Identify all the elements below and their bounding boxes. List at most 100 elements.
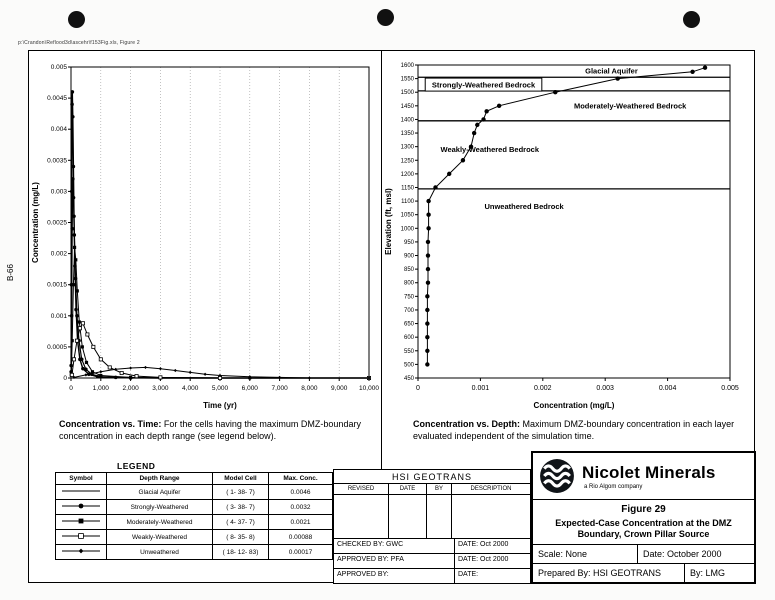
svg-text:0.005: 0.005 xyxy=(51,64,68,71)
legend-symbol-cell xyxy=(55,529,107,545)
svg-text:1100: 1100 xyxy=(401,199,415,205)
svg-text:Weakly-Weathered Bedrock: Weakly-Weathered Bedrock xyxy=(441,145,540,154)
nicolet-waves-logo-icon xyxy=(540,459,574,493)
svg-text:2,000: 2,000 xyxy=(122,385,139,392)
svg-text:1600: 1600 xyxy=(401,63,415,69)
svg-text:1400: 1400 xyxy=(401,117,415,123)
svg-text:8,000: 8,000 xyxy=(301,385,318,392)
legend-model-cell: ( 3- 38- 7) xyxy=(212,499,269,515)
legend-max-conc: 0.0046 xyxy=(268,484,333,500)
caption-concentration-vs-time: Concentration vs. Time: For the cells ha… xyxy=(59,419,361,442)
svg-text:0.003: 0.003 xyxy=(51,188,68,195)
svg-text:0.0025: 0.0025 xyxy=(47,220,67,227)
concentration-vs-time-chart: 0 1,000 2,000 3,000 4,000 5,000 6,000 7,000 8,00… xyxy=(31,64,379,410)
legend-model-cell: ( 4- 37- 7) xyxy=(212,514,269,530)
legend-header-max-conc: Max. Conc. xyxy=(268,472,333,485)
figure-sheet: 0 1,000 2,000 3,000 4,000 5,000 6,000 7,000 8,00… xyxy=(28,50,756,584)
concentration-vs-depth-chart: 0 0.001 0.002 0.003 0.004 0.005 450 500 550 600 65… xyxy=(384,63,739,410)
svg-text:600: 600 xyxy=(404,335,415,341)
col-by: BY xyxy=(427,484,452,495)
caption-lead: Concentration vs. Time: xyxy=(59,419,162,429)
legend-depth-range: Moderately-Weathered xyxy=(106,514,213,530)
series-symbol-icon xyxy=(62,503,100,509)
svg-text:0.002: 0.002 xyxy=(534,385,552,392)
col-revised: REVISED xyxy=(334,484,389,495)
svg-text:450: 450 xyxy=(404,376,415,382)
prepared-by-value: Prepared By: HSI GEOTRANS xyxy=(533,564,685,584)
legend-header-symbol: Symbol xyxy=(55,472,107,485)
svg-text:Glacial Aquifer: Glacial Aquifer xyxy=(585,67,638,76)
svg-text:500: 500 xyxy=(404,362,415,368)
legend-table: Symbol Depth Range Model Cell Max. Conc.… xyxy=(55,472,333,560)
hsi-geotrans-title-block: HSI GEOTRANS REVISED DATE BY DESCRIPTION… xyxy=(333,469,531,584)
caption-text: Maximum DMZ-boundary concentration in ea… xyxy=(413,419,735,441)
svg-text:1300: 1300 xyxy=(401,145,415,151)
file-path-text: p:\Crandon\Reflood3d\ascehr\f153Fig.xls,… xyxy=(18,40,140,46)
svg-text:10,000: 10,000 xyxy=(359,385,379,392)
svg-text:0.0045: 0.0045 xyxy=(47,95,67,102)
scale-value: Scale: None xyxy=(533,545,638,563)
figure-number: Figure 29 xyxy=(621,504,666,515)
legend-model-cell: ( 8- 35- 8) xyxy=(212,529,269,545)
svg-text:0.004: 0.004 xyxy=(51,126,68,133)
svg-text:0.003: 0.003 xyxy=(596,385,614,392)
legend-model-cell: ( 1- 38- 7) xyxy=(212,484,269,500)
legend-depth-range: Strongly-Weathered xyxy=(106,499,213,515)
svg-text:3,000: 3,000 xyxy=(152,385,169,392)
date-value: Date: October 2000 xyxy=(643,549,722,559)
legend-depth-range: Glacial Aquifer xyxy=(106,484,213,500)
caption-text: For the cells having the maximum DMZ-bou… xyxy=(59,419,361,441)
figure-title-line2: Boundary, Crown Pillar Source xyxy=(577,529,710,540)
legend-symbol-cell xyxy=(55,499,107,515)
svg-text:0.001: 0.001 xyxy=(51,313,68,320)
legend-max-conc: 0.0032 xyxy=(268,499,333,515)
svg-text:Elevation (ft, msl): Elevation (ft, msl) xyxy=(384,188,393,255)
checked-by: CHECKED BY: GWC xyxy=(334,539,455,553)
legend-row: Weakly-Weathered ( 8- 35- 8) 0.00088 xyxy=(55,529,333,545)
legend-row: Glacial Aquifer ( 1- 38- 7) 0.0046 xyxy=(55,484,333,500)
svg-text:650: 650 xyxy=(404,322,415,328)
svg-text:700: 700 xyxy=(404,308,415,314)
svg-text:1050: 1050 xyxy=(401,213,415,219)
series-symbol-icon xyxy=(62,490,100,492)
svg-text:750: 750 xyxy=(404,294,415,300)
legend-title: LEGEND xyxy=(117,461,156,471)
col-date: DATE xyxy=(389,484,427,495)
svg-text:5,000: 5,000 xyxy=(212,385,229,392)
svg-text:0.001: 0.001 xyxy=(472,385,490,392)
svg-text:Moderately-Weathered Bedrock: Moderately-Weathered Bedrock xyxy=(574,102,687,111)
legend-symbol-cell xyxy=(55,544,107,560)
scale-date-row: Scale: None Date: October 2000 xyxy=(533,545,754,564)
legend-max-conc: 0.00088 xyxy=(268,529,333,545)
svg-text:Strongly-Weathered Bedrock: Strongly-Weathered Bedrock xyxy=(432,80,536,89)
svg-text:9,000: 9,000 xyxy=(331,385,348,392)
svg-text:1,000: 1,000 xyxy=(93,385,110,392)
figure-title-line1: Expected-Case Concentration at the DMZ xyxy=(555,518,732,528)
svg-text:1250: 1250 xyxy=(401,158,415,164)
svg-text:1450: 1450 xyxy=(401,104,415,110)
punch-hole xyxy=(683,11,700,28)
series-symbol-icon xyxy=(62,548,100,554)
svg-text:Unweathered Bedrock: Unweathered Bedrock xyxy=(484,202,564,211)
svg-text:1350: 1350 xyxy=(401,131,415,137)
nicolet-brand-row: Nicolet Minerals a Rio Algom company xyxy=(533,453,754,500)
legend-max-conc: 0.0021 xyxy=(268,514,333,530)
approved-by-row-1: APPROVED BY: PFA DATE: Oct 2000 xyxy=(334,553,530,568)
svg-text:Concentration (mg/L): Concentration (mg/L) xyxy=(534,401,615,410)
svg-text:0.0015: 0.0015 xyxy=(47,282,67,289)
svg-text:0.0005: 0.0005 xyxy=(47,344,67,351)
svg-text:800: 800 xyxy=(404,281,415,287)
series-symbol-icon xyxy=(62,518,100,524)
svg-text:0: 0 xyxy=(63,375,67,382)
svg-text:6,000: 6,000 xyxy=(242,385,259,392)
svg-text:Concentration (mg/L): Concentration (mg/L) xyxy=(31,182,40,263)
legend-symbol-cell xyxy=(55,484,107,500)
legend-header-depth-range: Depth Range xyxy=(106,472,213,485)
svg-text:0: 0 xyxy=(416,385,420,392)
approved-by-2: APPROVED BY: xyxy=(334,569,455,584)
punch-hole xyxy=(68,11,85,28)
svg-text:550: 550 xyxy=(404,349,415,355)
svg-text:1000: 1000 xyxy=(401,226,415,232)
legend-model-cell: ( 18- 12- 83) xyxy=(212,544,269,560)
